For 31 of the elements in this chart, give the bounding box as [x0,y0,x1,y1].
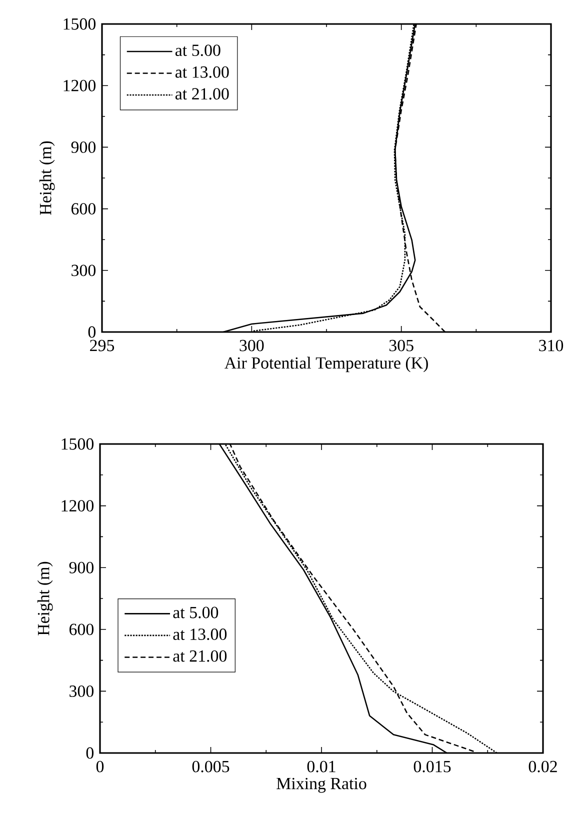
y-tick-label: 300 [72,264,96,276]
x-tick-label: 305 [389,340,414,352]
y-tick-label: 0 [88,326,96,338]
legend-label: at 13.00 [175,66,229,78]
legend-label: at 5.00 [175,44,220,56]
x-tick-label: 300 [240,340,264,352]
y-tick-label: 900 [71,141,96,153]
y-tick-label: 1200 [64,80,96,92]
y-tick-label: 1500 [64,18,96,30]
x-axis-title: Mixing Ratio [276,778,366,793]
x-tick-label: 0.015 [414,760,451,772]
x-tick-label: 295 [90,340,114,352]
y-tick-label: 600 [69,624,94,636]
x-tick-label: 0.01 [307,760,336,772]
y-tick-label: 0 [86,747,94,759]
y-axis-title: Height (m) [39,141,55,215]
y-tick-label: 1500 [62,438,94,450]
x-tick-label: 310 [539,340,564,352]
y-tick-label: 900 [69,562,94,574]
x-tick-label: 0 [96,760,104,772]
y-tick-label: 1200 [62,500,94,512]
legend-label: at 21.00 [173,650,227,662]
y-tick-label: 300 [70,685,94,697]
x-tick-label: 0.005 [192,760,230,772]
y-axis-title: Height (m) [37,562,53,636]
legend-label: at 13.00 [173,628,227,640]
legend-label: at 21.00 [175,88,229,100]
legend-label: at 5.00 [173,606,218,618]
y-tick-label: 600 [71,203,96,215]
x-axis-title: Air Potential Temperature (K) [224,356,428,372]
x-tick-label: 0.02 [528,760,557,772]
